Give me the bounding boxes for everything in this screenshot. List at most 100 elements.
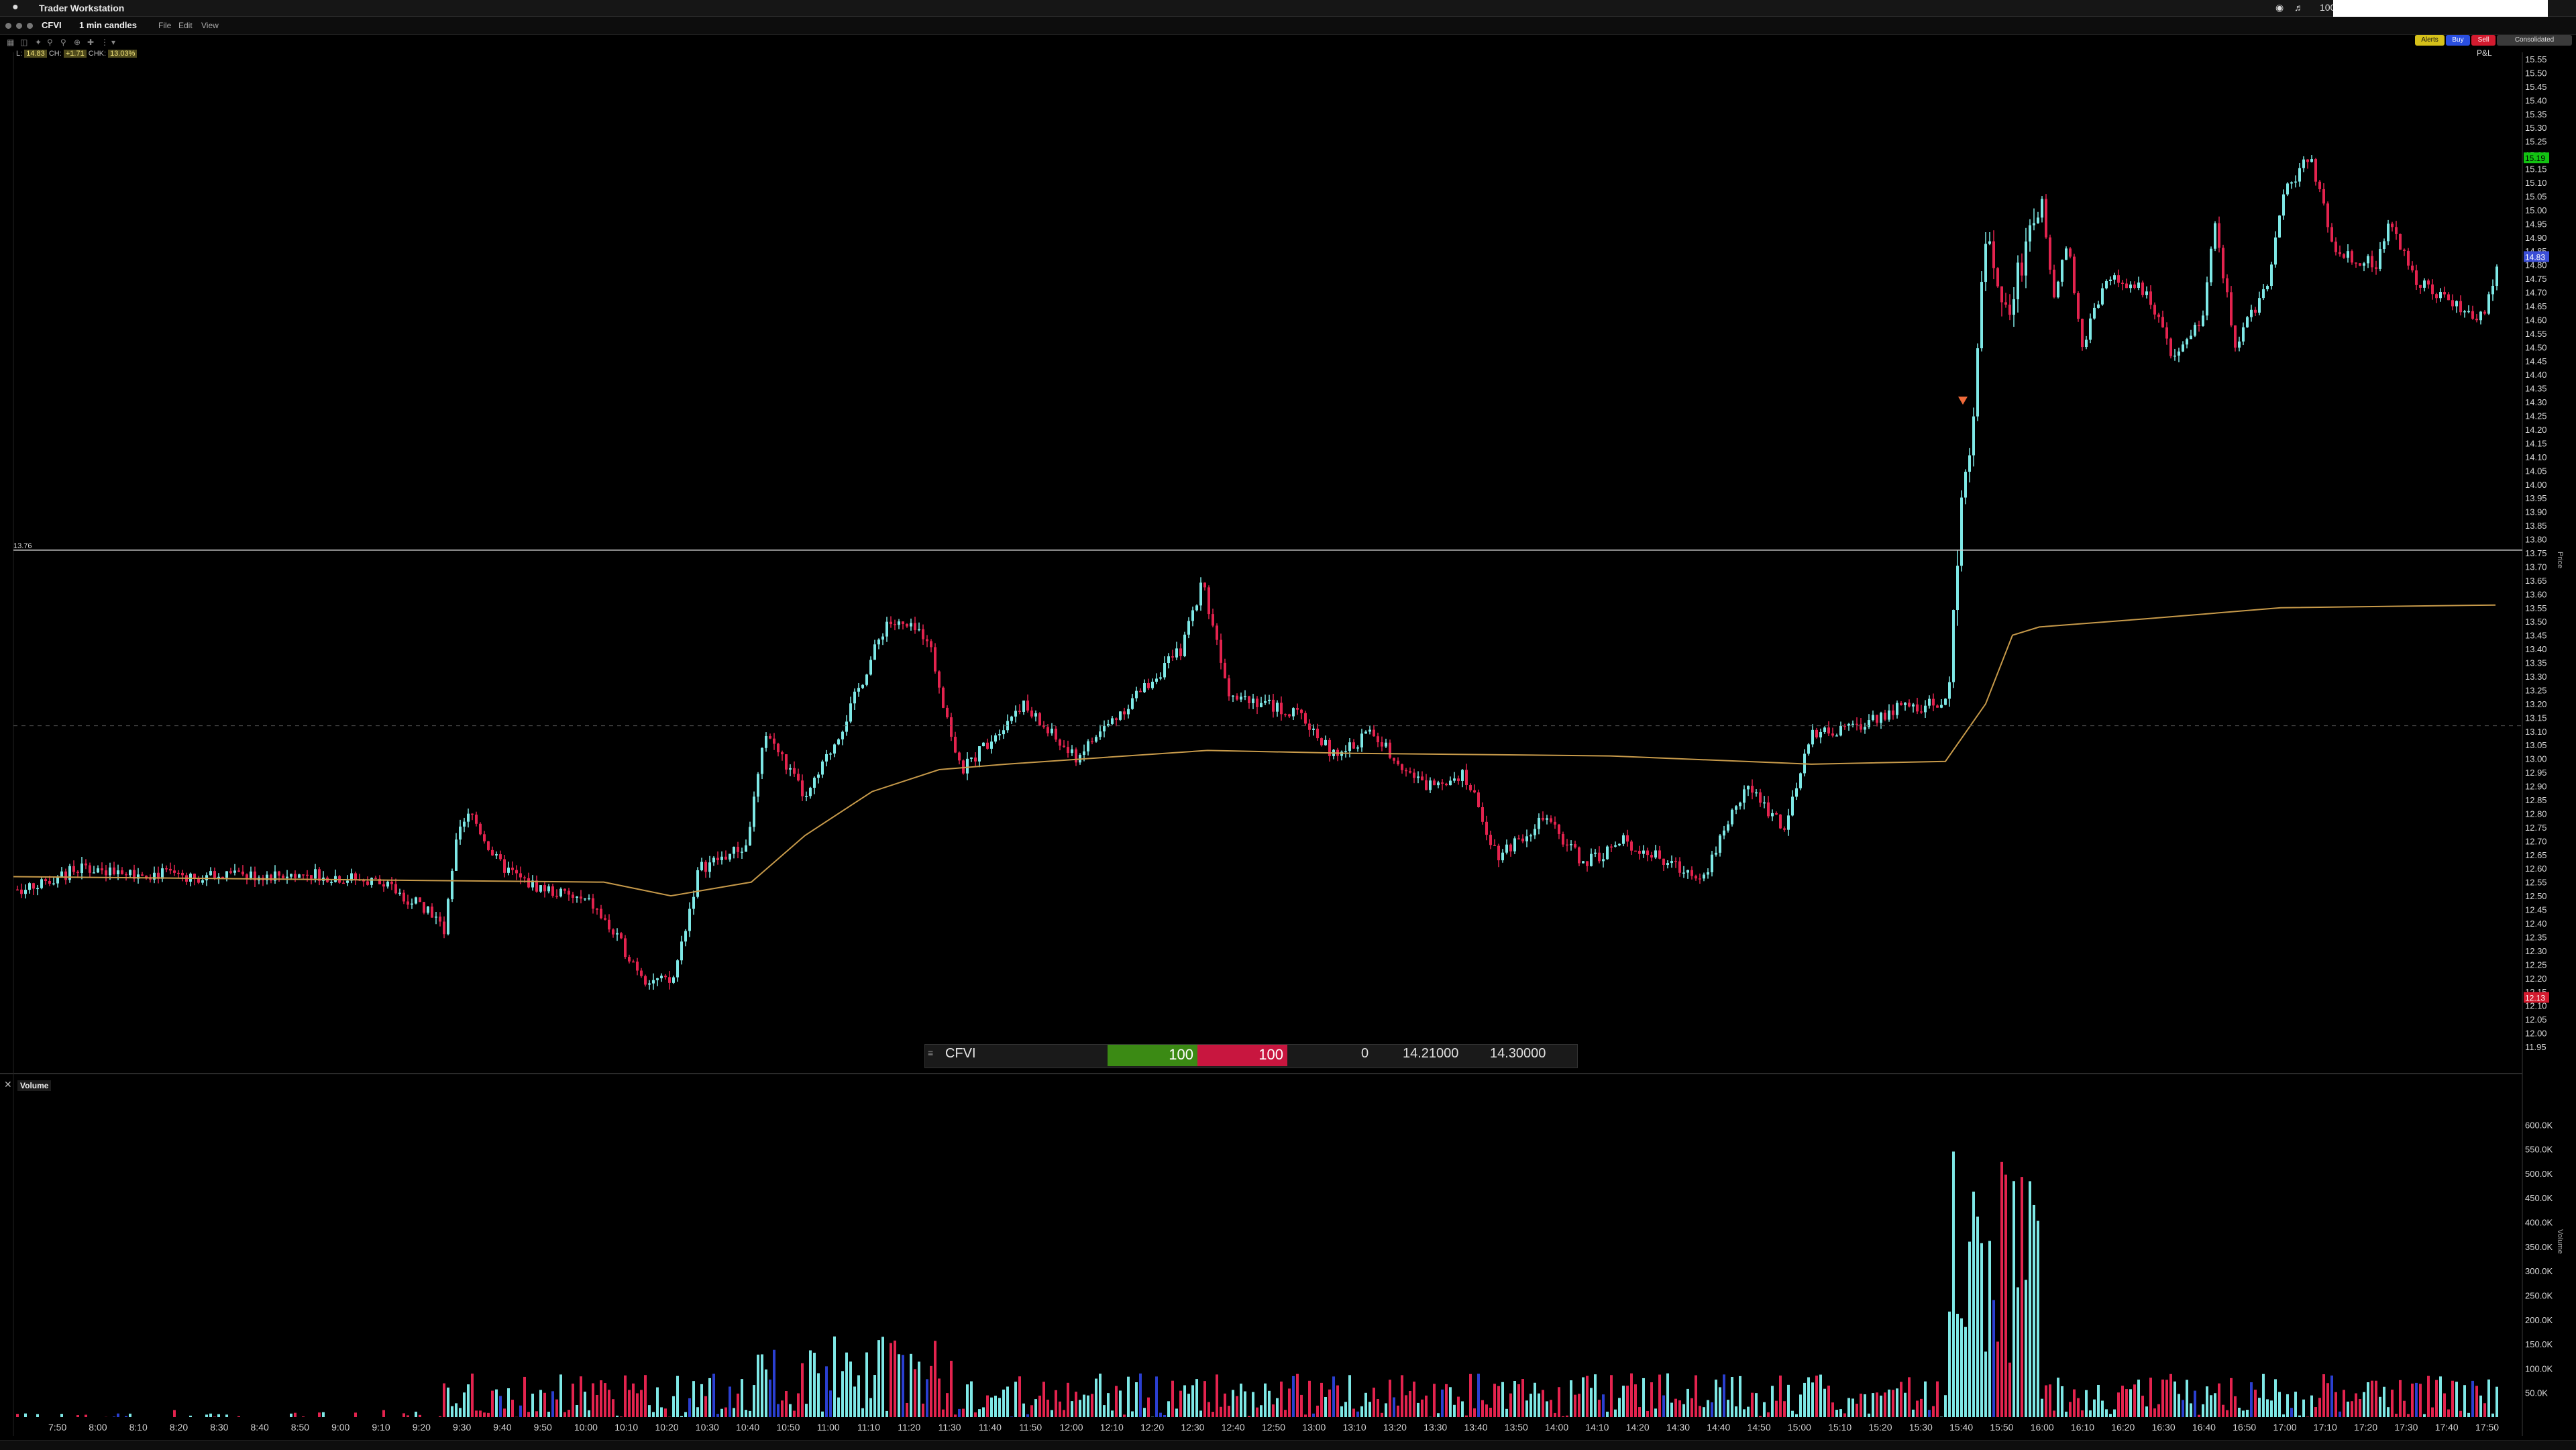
- candle-body: [2081, 319, 2084, 347]
- volume-bar: [1968, 1242, 1971, 1417]
- candle-body: [994, 735, 997, 741]
- candle-body: [2033, 223, 2035, 225]
- candle-body: [1481, 807, 1484, 822]
- price-tick-label: 14.15: [2525, 438, 2547, 448]
- candle-body: [1328, 740, 1331, 756]
- volume-bar: [511, 1400, 514, 1417]
- volume-bar: [1731, 1377, 1733, 1417]
- volume-bar: [1787, 1385, 1790, 1417]
- candle-body: [990, 741, 993, 749]
- volume-bar: [1984, 1351, 1987, 1417]
- volume-bar: [2487, 1380, 2490, 1417]
- volume-bar: [2161, 1380, 2164, 1417]
- execution-marker-icon: [1958, 397, 1968, 405]
- volume-bar: [189, 1416, 192, 1417]
- volume-bar: [942, 1410, 945, 1417]
- time-tick-label: 11:40: [979, 1422, 1002, 1433]
- volume-bar: [1707, 1400, 1709, 1417]
- candle-body: [797, 774, 800, 780]
- volume-bar: [1558, 1387, 1560, 1417]
- candle-body: [2258, 298, 2261, 313]
- candle-body: [330, 882, 333, 883]
- candle-body: [1880, 713, 1882, 723]
- candle-body: [298, 874, 301, 878]
- close-panel-icon[interactable]: ✕: [4, 1079, 12, 1090]
- volume-axis-title: Volume: [2556, 1229, 2564, 1254]
- candle-body: [2443, 292, 2446, 295]
- candle-body: [660, 976, 663, 978]
- volume-bar: [2431, 1408, 2434, 1417]
- candle-body: [431, 907, 433, 917]
- candle-body: [246, 874, 248, 878]
- time-tick-label: 8:50: [291, 1422, 309, 1433]
- candle-body: [1779, 815, 1782, 829]
- candle-body: [1208, 587, 1210, 614]
- quote-symbol: CFVI: [945, 1046, 976, 1061]
- volume-bar: [2202, 1404, 2204, 1417]
- candle-body: [64, 872, 67, 880]
- price-tick-label: 14.00: [2525, 480, 2547, 490]
- volume-bar: [2467, 1413, 2470, 1417]
- candle-body: [757, 774, 759, 796]
- volume-bar: [898, 1354, 900, 1417]
- volume-bar: [2000, 1162, 2003, 1417]
- ask-size[interactable]: 100: [1197, 1045, 1287, 1066]
- candle-body: [459, 827, 462, 839]
- candle-body: [821, 762, 824, 775]
- drag-handle-icon[interactable]: ≡: [928, 1047, 933, 1058]
- volume-bar: [2037, 1221, 2039, 1417]
- bid-size[interactable]: 100: [1108, 1045, 1197, 1066]
- candle-body: [817, 774, 820, 778]
- volume-bar: [1554, 1413, 1556, 1417]
- candle-body: [592, 898, 594, 909]
- time-tick-label: 8:00: [89, 1422, 107, 1433]
- candle-body: [36, 888, 39, 890]
- candle-body: [97, 868, 99, 872]
- time-scrollbar[interactable]: [0, 1440, 2576, 1450]
- candle-body: [1707, 872, 1709, 875]
- volume-bar: [797, 1394, 800, 1417]
- volume-bar: [2121, 1386, 2124, 1417]
- candle-body: [1682, 872, 1685, 874]
- candle-body: [109, 868, 111, 875]
- candle-body: [801, 780, 804, 796]
- time-tick-label: 10:40: [736, 1422, 759, 1433]
- volume-bar: [1574, 1395, 1576, 1417]
- candle-body: [52, 884, 55, 885]
- candle-body: [1220, 640, 1222, 663]
- volume-bar: [2399, 1380, 2402, 1417]
- candle-body: [1111, 718, 1114, 723]
- candle-body: [1034, 713, 1037, 717]
- volume-bar: [958, 1409, 961, 1417]
- candle-body: [217, 877, 220, 878]
- volume-bar: [1421, 1400, 1424, 1417]
- candle-body: [664, 976, 667, 977]
- quote-panel[interactable]: ≡ CFVI 100 100 0 14.21000 14.30000: [924, 1044, 1578, 1068]
- candle-body: [825, 754, 828, 762]
- candle-body: [161, 868, 164, 879]
- volume-bar: [2363, 1392, 2365, 1417]
- volume-bar: [475, 1410, 478, 1417]
- candle-body: [2427, 280, 2430, 284]
- price-tick-label: 12.80: [2525, 809, 2547, 819]
- candle-body: [2000, 287, 2003, 303]
- candle-body: [2226, 278, 2229, 293]
- volume-bar: [2419, 1384, 2422, 1417]
- candle-body: [2351, 251, 2353, 262]
- volume-bar: [113, 1416, 115, 1417]
- candle-body: [1063, 745, 1065, 747]
- candle-body: [346, 881, 349, 883]
- candle-body: [2403, 250, 2406, 251]
- volume-bar: [1123, 1414, 1126, 1417]
- volume-bar: [1030, 1405, 1033, 1417]
- volume-bar: [2105, 1409, 2108, 1417]
- candle-body: [1199, 582, 1202, 605]
- time-tick-label: 14:10: [1585, 1422, 1609, 1433]
- candle-body: [547, 886, 550, 891]
- candle-body: [2037, 217, 2039, 223]
- candle-body: [370, 878, 373, 885]
- candle-body: [1851, 724, 1854, 725]
- volume-bar: [1010, 1416, 1013, 1417]
- candle-body: [688, 909, 691, 931]
